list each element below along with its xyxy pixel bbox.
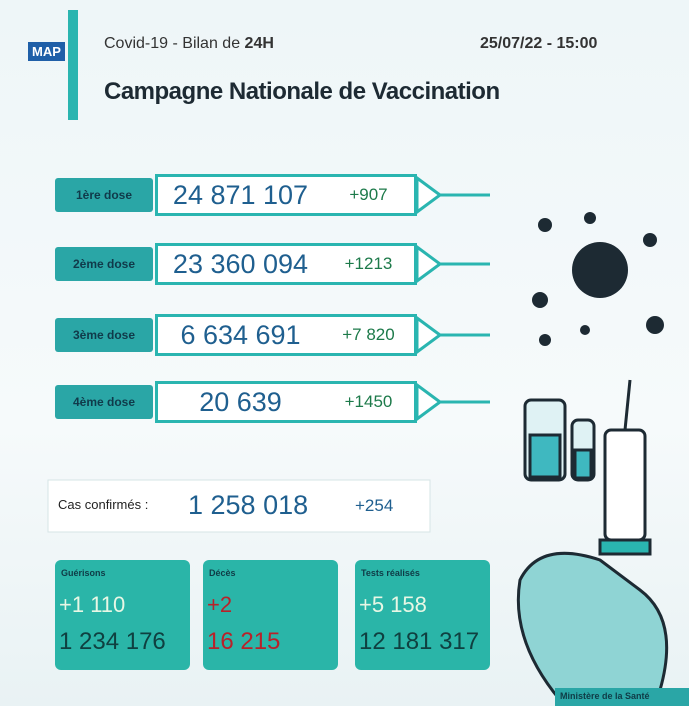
cases-new: +254	[355, 496, 393, 516]
period: 24H	[245, 35, 274, 52]
card-label: Tests réalisés	[361, 568, 420, 578]
datetime: 25/07/22 - 15:00	[480, 35, 597, 53]
report: Bilan de	[182, 35, 240, 52]
dose-total: 20 639	[158, 387, 323, 418]
card-label: Décès	[209, 568, 236, 578]
stat-card: Guérisons +1 110 1 234 176	[55, 560, 190, 670]
card-label: Guérisons	[61, 568, 106, 578]
dose-box: 24 871 107+907	[155, 174, 417, 216]
card-total: 16 215	[207, 628, 280, 656]
dose-total: 24 871 107	[158, 180, 323, 211]
dose-label: 4ème dose	[55, 385, 153, 419]
separator: -	[172, 35, 177, 52]
card-total: 1 234 176	[59, 628, 166, 656]
cases-label: Cas confirmés :	[58, 497, 148, 512]
dose-new: +1213	[323, 254, 414, 274]
logo: MAP	[28, 42, 65, 61]
syringe-tips	[417, 178, 490, 419]
header-line: Covid-19 - Bilan de 24H	[104, 35, 274, 53]
dose-new: +7 820	[323, 325, 414, 345]
dose-box: 20 639+1450	[155, 381, 417, 423]
card-new: +2	[207, 592, 232, 618]
dose-box: 23 360 094+1213	[155, 243, 417, 285]
stat-card: Tests réalisés +5 158 12 181 317	[355, 560, 490, 670]
dose-box: 6 634 691+7 820	[155, 314, 417, 356]
dose-new: +1450	[323, 392, 414, 412]
dose-total: 23 360 094	[158, 249, 323, 280]
stat-card: Décès +2 16 215	[203, 560, 338, 670]
infographic: MAP Covid-19 - Bilan de 24H 25/07/22 - 1…	[0, 0, 689, 706]
dose-new: +907	[323, 185, 414, 205]
cases-total: 1 258 018	[188, 490, 308, 521]
dose-label: 1ère dose	[55, 178, 153, 212]
dose-label: 3ème dose	[55, 318, 153, 352]
title: Campagne Nationale de Vaccination	[104, 78, 500, 106]
card-new: +1 110	[59, 592, 125, 618]
virus-icon	[532, 212, 664, 346]
subject: Covid-19	[104, 35, 168, 52]
header-bar	[68, 10, 78, 120]
card-new: +5 158	[359, 592, 427, 618]
card-total: 12 181 317	[359, 628, 479, 656]
dose-total: 6 634 691	[158, 320, 323, 351]
ministry: Ministère de la Santé	[560, 691, 650, 701]
dose-label: 2ème dose	[55, 247, 153, 281]
vial-icon	[525, 400, 594, 480]
